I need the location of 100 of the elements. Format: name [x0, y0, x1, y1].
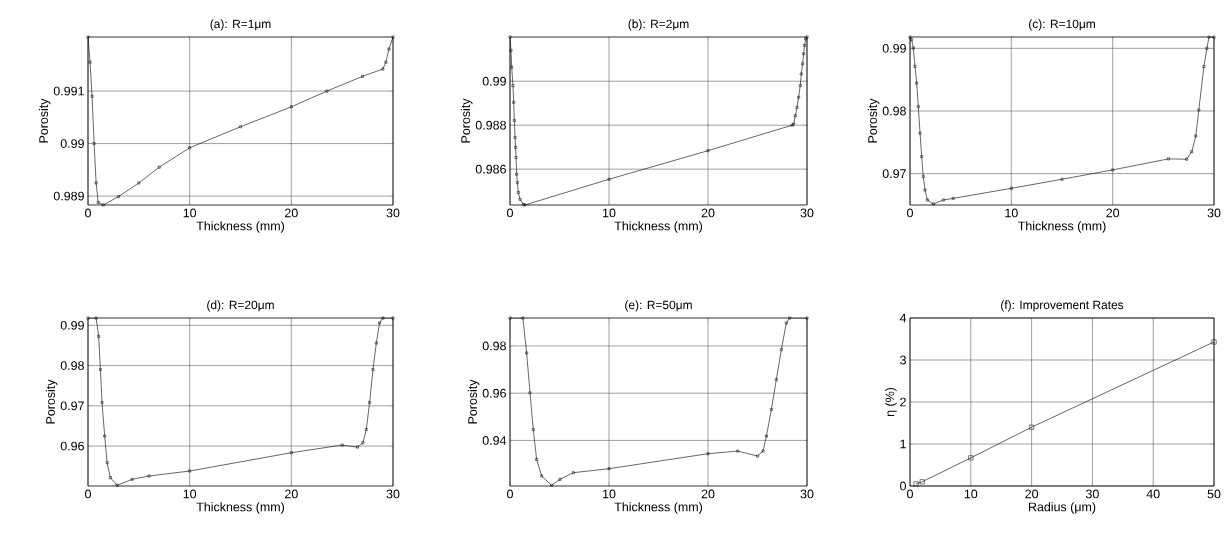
y-axis-title: η (%) — [885, 387, 897, 417]
point — [103, 434, 107, 438]
point — [387, 47, 391, 51]
point — [913, 65, 917, 68]
point — [916, 105, 920, 108]
point — [515, 181, 519, 184]
y-tick-label: 2 — [900, 397, 906, 407]
point — [706, 452, 710, 456]
point — [514, 146, 517, 149]
point — [364, 428, 368, 431]
y-tick-label: 0.97 — [60, 401, 84, 411]
x-tick-label: 30 — [800, 489, 814, 499]
y-tick-label: 0.991 — [53, 86, 84, 96]
x-tick-label: 10 — [964, 489, 978, 499]
y-axis-title: Porosity — [867, 98, 880, 143]
y-tick-label: 0.96 — [482, 388, 506, 398]
point — [109, 476, 112, 480]
point — [535, 458, 538, 461]
point — [1194, 134, 1198, 138]
y-tick-label: 0.98 — [882, 106, 906, 116]
point — [361, 441, 365, 445]
y-tick-label: 0.99 — [60, 320, 84, 330]
point — [1167, 157, 1170, 161]
point — [1202, 65, 1206, 68]
x-tick-label: 0 — [507, 489, 513, 499]
point — [92, 142, 96, 145]
point — [381, 67, 385, 71]
point — [525, 351, 528, 355]
point — [101, 203, 105, 207]
point — [513, 136, 517, 139]
point — [368, 401, 371, 404]
point — [115, 483, 119, 487]
point — [770, 408, 773, 411]
point — [968, 455, 974, 461]
point — [381, 316, 385, 320]
x-tick-label: 0 — [907, 489, 913, 499]
point — [325, 89, 329, 93]
point — [378, 321, 381, 325]
y-tick-label: 0.988 — [475, 120, 506, 130]
y-tick-label: 0.99 — [60, 139, 84, 148]
point — [793, 114, 797, 118]
point — [374, 341, 378, 345]
x-axis-title: Thickness (mm) — [1018, 221, 1106, 233]
x-tick-label: 0 — [85, 489, 91, 499]
point — [384, 60, 388, 64]
x-tick-label: 20 — [1106, 208, 1120, 218]
x-axis-title: Radius (μm) — [1028, 502, 1096, 514]
point — [913, 481, 919, 487]
y-tick-label: 0.98 — [482, 341, 506, 351]
chart-title: (b): R=2μm — [628, 19, 689, 31]
y-tick-label: 0.97 — [882, 169, 906, 179]
x-axis-title: Thickness (mm) — [196, 502, 284, 514]
point — [515, 172, 518, 176]
point — [780, 348, 783, 351]
point — [706, 149, 710, 153]
point — [1207, 35, 1211, 39]
point — [765, 434, 768, 438]
point — [942, 198, 945, 202]
x-tick-label: 20 — [285, 208, 298, 218]
point — [1205, 46, 1209, 50]
point — [798, 84, 802, 87]
x-tick-label: 30 — [1085, 489, 1099, 499]
y-axis-title: Porosity — [38, 98, 51, 143]
point — [94, 316, 98, 320]
x-tick-label: 10 — [603, 208, 616, 218]
y-tick-label: 0 — [900, 481, 906, 491]
x-axis-title: Thickness (mm) — [614, 502, 702, 514]
x-tick-label: 10 — [1005, 208, 1018, 218]
y-tick-label: 0.98 — [60, 361, 84, 370]
point — [100, 401, 104, 404]
point — [799, 72, 803, 76]
point — [371, 368, 375, 371]
point — [512, 100, 516, 104]
chart-title: (f): Improvement Rates — [1001, 300, 1124, 312]
point — [90, 94, 94, 98]
y-axis-title: Porosity — [467, 379, 480, 424]
y-tick-label: 1 — [900, 439, 906, 449]
point — [511, 84, 515, 87]
point — [736, 449, 740, 453]
point — [188, 146, 192, 150]
point — [518, 197, 522, 201]
point — [951, 197, 955, 200]
point — [1190, 150, 1194, 154]
x-tick-label: 20 — [1025, 489, 1039, 499]
point — [918, 131, 922, 135]
point — [1185, 157, 1188, 161]
x-tick-label: 0 — [85, 208, 91, 218]
y-tick-label: 0.96 — [60, 441, 84, 451]
x-axis-title: Thickness (mm) — [614, 221, 702, 233]
point — [923, 188, 927, 192]
point — [920, 155, 924, 158]
point — [1211, 339, 1217, 345]
point — [147, 474, 151, 478]
point — [117, 195, 120, 198]
point — [921, 175, 925, 178]
x-tick-label: 30 — [1207, 208, 1221, 218]
y-tick-label: 0.986 — [475, 164, 506, 174]
x-tick-label: 10 — [603, 489, 616, 499]
y-tick-label: 0.94 — [482, 436, 507, 445]
point — [340, 443, 344, 447]
